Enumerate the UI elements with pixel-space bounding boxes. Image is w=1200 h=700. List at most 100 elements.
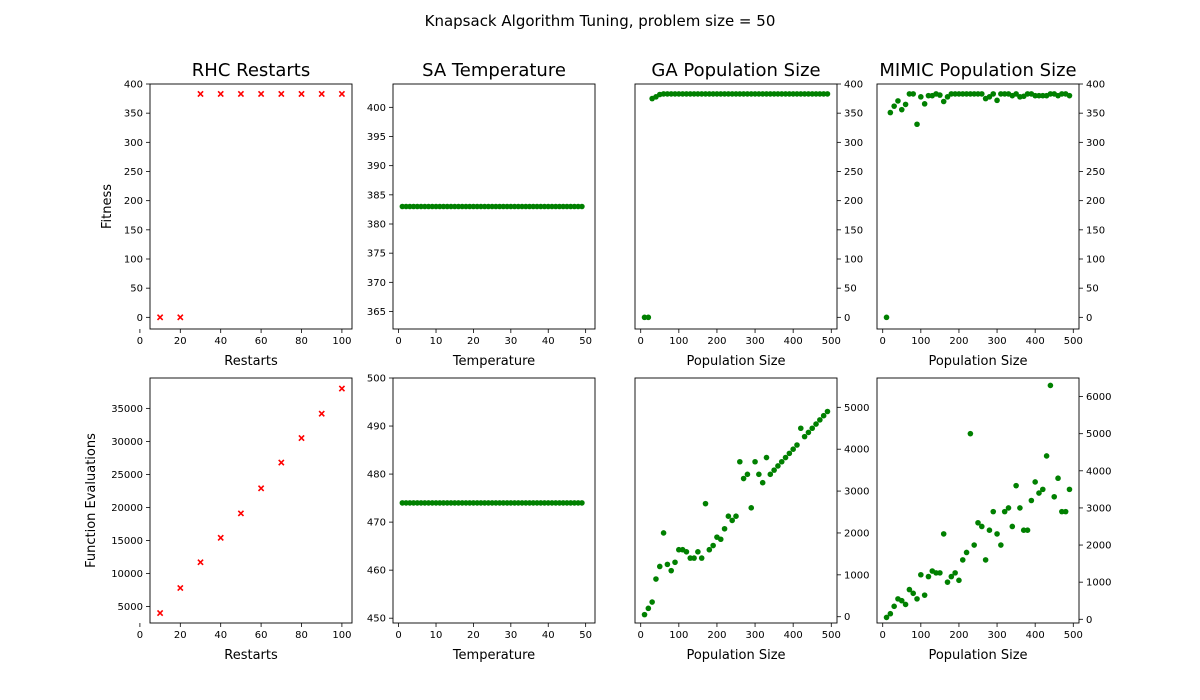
- data-point: [925, 573, 932, 580]
- x-tick-label: 60: [255, 336, 268, 347]
- y-tick-label: 4000: [1086, 466, 1111, 477]
- data-point: [695, 549, 701, 555]
- data-point: [237, 510, 245, 517]
- data-point: [775, 463, 781, 469]
- panel-mimic-evals: 0 100 200 300 400 500010002000300040005000600…: [876, 377, 1111, 663]
- x-tick-label: 0: [395, 336, 401, 347]
- data-point: [817, 417, 823, 423]
- panel-rhc-fitness: 0 20 40 60 80 100 0 50 100 150 200 250 300 350 400 RHC …: [100, 60, 353, 369]
- x-tick-label: 200: [707, 630, 726, 641]
- data-point: [763, 454, 770, 461]
- data-point: [898, 106, 905, 113]
- data-point: [177, 584, 184, 592]
- data-point: [1013, 91, 1019, 97]
- y-tick-label: 30000: [111, 437, 143, 448]
- panel-title: SA Temperature: [422, 60, 566, 81]
- data-point: [579, 203, 585, 210]
- x-tick-label: 100: [332, 630, 351, 641]
- x-tick-label: 100: [669, 630, 688, 641]
- data-point: [944, 94, 951, 100]
- data-point: [278, 90, 285, 98]
- y-tick-label: 0: [844, 313, 850, 324]
- x-tick-label: 300: [746, 336, 765, 347]
- axes-frame: [392, 377, 596, 624]
- data-point: [156, 609, 164, 617]
- data-point: [990, 508, 997, 515]
- data-point: [797, 425, 804, 432]
- y-tick-label: 5000: [1086, 429, 1111, 440]
- data-points: [883, 382, 1073, 621]
- data-point: [338, 385, 346, 392]
- y-tick-label: 1000: [1086, 578, 1111, 589]
- y-tick-label: 365: [367, 307, 386, 318]
- data-point: [778, 458, 785, 465]
- data-point: [752, 458, 758, 465]
- data-point: [710, 542, 716, 549]
- x-tick-label: 200: [949, 630, 968, 641]
- data-point: [986, 527, 993, 533]
- x-tick-label: 100: [332, 336, 351, 347]
- x-tick-label: 400: [784, 336, 803, 347]
- y-tick-label: 6000: [1086, 392, 1111, 403]
- data-point: [824, 91, 831, 97]
- data-point: [706, 546, 713, 553]
- y-tick-label: 10000: [111, 569, 143, 580]
- y-tick-label: 0: [1086, 615, 1092, 626]
- data-point: [887, 109, 894, 116]
- x-tick-label: 100: [669, 336, 688, 347]
- data-point: [645, 605, 652, 612]
- data-point: [1051, 493, 1058, 500]
- x-tick-label: 40: [214, 336, 227, 347]
- data-point: [771, 467, 777, 473]
- data-point: [298, 90, 305, 98]
- data-point: [883, 614, 890, 621]
- x-tick-label: 200: [707, 336, 726, 347]
- x-tick-label: 40: [214, 630, 227, 641]
- x-axis-label: Population Size: [928, 354, 1027, 369]
- data-point: [979, 91, 985, 97]
- data-point: [338, 90, 346, 98]
- data-point: [921, 101, 928, 107]
- data-point: [318, 90, 325, 98]
- y-tick-label: 0: [844, 612, 850, 623]
- data-point: [959, 557, 966, 563]
- data-point: [898, 597, 905, 604]
- data-points: [641, 408, 831, 618]
- y-tick-label: 300: [844, 138, 863, 149]
- data-point: [963, 549, 970, 556]
- data-points: [641, 91, 831, 321]
- x-tick-label: 500: [1064, 630, 1083, 641]
- x-tick-label: 500: [822, 630, 841, 641]
- data-point: [1062, 508, 1069, 515]
- x-tick-label: 0: [137, 630, 143, 641]
- data-point: [298, 434, 305, 442]
- data-point: [1066, 486, 1073, 493]
- data-point: [794, 442, 800, 448]
- x-tick-label: 40: [542, 336, 555, 347]
- data-point: [979, 523, 985, 530]
- y-tick-label: 100: [1086, 255, 1105, 266]
- axes-frame: [634, 83, 838, 330]
- data-point: [579, 500, 585, 506]
- y-tick-label: 250: [124, 167, 143, 178]
- data-points: [156, 385, 346, 617]
- y-tick-label: 50: [1086, 284, 1099, 295]
- x-tick-label: 0: [880, 630, 886, 641]
- x-axis-label: Population Size: [686, 354, 785, 369]
- y-tick-label: 50: [844, 284, 857, 295]
- y-tick-label: 3000: [1086, 503, 1111, 514]
- y-tick-label: 15000: [111, 536, 143, 547]
- y-tick-label: 2000: [1086, 541, 1111, 552]
- axes-frame: [876, 377, 1080, 624]
- data-point: [645, 314, 652, 321]
- x-tick-label: 500: [1064, 336, 1083, 347]
- y-tick-label: 370: [367, 278, 386, 289]
- y-tick-label: 150: [124, 225, 143, 236]
- data-point: [786, 450, 793, 457]
- data-point: [937, 92, 943, 98]
- data-point: [971, 542, 977, 548]
- data-point: [748, 505, 755, 511]
- y-tick-label: 250: [1086, 167, 1105, 178]
- data-point: [744, 471, 751, 478]
- data-point: [177, 314, 184, 321]
